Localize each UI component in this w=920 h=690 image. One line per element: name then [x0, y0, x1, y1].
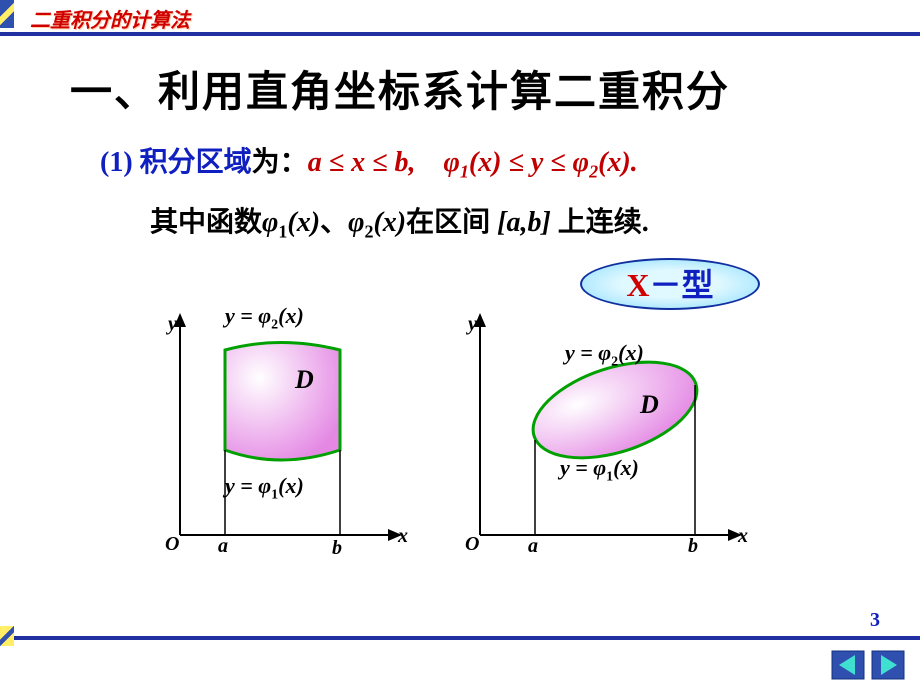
triangle-right-icon	[871, 650, 905, 680]
slide-header: 二重积分的计算法	[0, 0, 920, 40]
left-origin: O	[165, 533, 179, 556]
left-diagram-svg	[150, 305, 430, 565]
header-subtitle: 二重积分的计算法	[30, 4, 190, 33]
interval: [a,b]	[497, 207, 551, 238]
item-label-black: 为：	[252, 147, 308, 178]
right-upper-label: y = φ2(x)	[565, 340, 644, 370]
left-tick-b: b	[332, 537, 342, 560]
prev-button[interactable]	[831, 650, 865, 680]
left-lower-label: y = φ1(x)	[225, 473, 304, 503]
condition-line: (1) 积分区域为：a ≤ x ≤ b, φ1(x) ≤ y ≤ φ2(x).	[100, 140, 638, 183]
continuity-line: 其中函数φ1(x)、φ2(x)在区间 [a,b] 上连续.	[150, 200, 649, 243]
right-region-label: D	[640, 390, 659, 420]
right-diagram: y = φ2(x) D y = φ1(x) y x O a b	[460, 305, 760, 565]
left-y-axis: y	[168, 313, 177, 336]
footer-accent-icon	[0, 626, 14, 646]
next-button[interactable]	[871, 650, 905, 680]
badge-dash: －	[650, 267, 682, 303]
right-lower-label: y = φ1(x)	[560, 455, 639, 485]
item-label-blue: 积分区域	[133, 147, 252, 178]
right-tick-a: a	[528, 535, 538, 558]
right-y-axis: y	[468, 313, 477, 336]
left-tick-a: a	[218, 535, 228, 558]
item-index: (1)	[100, 147, 133, 178]
right-origin: O	[465, 533, 479, 556]
right-x-axis: x	[738, 525, 748, 548]
line2-pre: 其中函数	[150, 207, 262, 238]
right-tick-b: b	[688, 535, 698, 558]
page-number: 3	[870, 609, 880, 632]
header-accent-icon	[0, 0, 14, 28]
left-x-axis: x	[398, 525, 408, 548]
phi1: φ1(x)	[262, 207, 320, 238]
left-region-label: D	[295, 365, 314, 395]
diagrams-container: y = φ2(x) D y = φ1(x) y x O a b	[150, 305, 790, 565]
line2-post: 上连续.	[551, 207, 649, 238]
left-diagram: y = φ2(x) D y = φ1(x) y x O a b	[150, 305, 430, 565]
x-type-badge: X－型	[580, 258, 760, 310]
line2-sep: 、	[320, 207, 348, 238]
header-rule	[0, 32, 920, 36]
left-upper-label: y = φ2(x)	[225, 303, 304, 333]
footer-rule	[0, 636, 920, 640]
triangle-left-icon	[831, 650, 865, 680]
section-heading: 一、利用直角坐标系计算二重积分	[70, 58, 730, 119]
phi2: φ2(x)	[348, 207, 406, 238]
badge-x: X	[626, 267, 649, 303]
badge-type: 型	[682, 267, 714, 303]
line2-mid: 在区间	[406, 207, 497, 238]
region-condition: a ≤ x ≤ b, φ1(x) ≤ y ≤ φ2(x).	[308, 147, 638, 178]
